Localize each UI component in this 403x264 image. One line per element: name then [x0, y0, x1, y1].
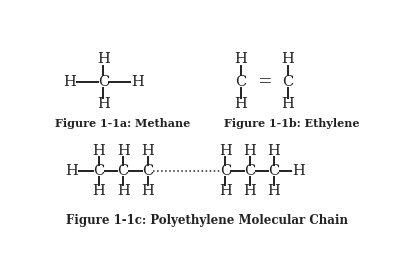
Text: C: C: [244, 164, 255, 178]
Text: H: H: [131, 75, 143, 89]
Text: C: C: [220, 164, 231, 178]
Text: H: H: [292, 164, 305, 178]
Text: C: C: [118, 164, 129, 178]
Text: H: H: [92, 184, 105, 198]
Text: H: H: [92, 144, 105, 158]
Text: H: H: [219, 184, 232, 198]
Text: H: H: [268, 184, 280, 198]
Text: C: C: [93, 164, 104, 178]
Text: C: C: [235, 75, 247, 89]
Text: H: H: [235, 52, 247, 66]
Text: H: H: [117, 184, 129, 198]
Text: Figure 1-1b: Ethylene: Figure 1-1b: Ethylene: [224, 119, 359, 129]
Text: H: H: [281, 52, 294, 66]
Text: H: H: [141, 144, 154, 158]
Text: =: =: [257, 73, 272, 90]
Text: H: H: [97, 52, 110, 66]
Text: Figure 1-1c: Polyethylene Molecular Chain: Figure 1-1c: Polyethylene Molecular Chai…: [66, 214, 347, 227]
Text: C: C: [98, 75, 109, 89]
Text: H: H: [97, 97, 110, 111]
Text: C: C: [142, 164, 153, 178]
Text: H: H: [243, 144, 256, 158]
Text: H: H: [66, 164, 78, 178]
Text: Figure 1-1a: Methane: Figure 1-1a: Methane: [55, 119, 190, 129]
Text: H: H: [219, 144, 232, 158]
Text: C: C: [268, 164, 280, 178]
Text: H: H: [243, 184, 256, 198]
Text: H: H: [281, 97, 294, 111]
Text: C: C: [282, 75, 293, 89]
Text: H: H: [63, 75, 76, 89]
Text: H: H: [117, 144, 129, 158]
Text: H: H: [141, 184, 154, 198]
Text: H: H: [235, 97, 247, 111]
Text: H: H: [268, 144, 280, 158]
